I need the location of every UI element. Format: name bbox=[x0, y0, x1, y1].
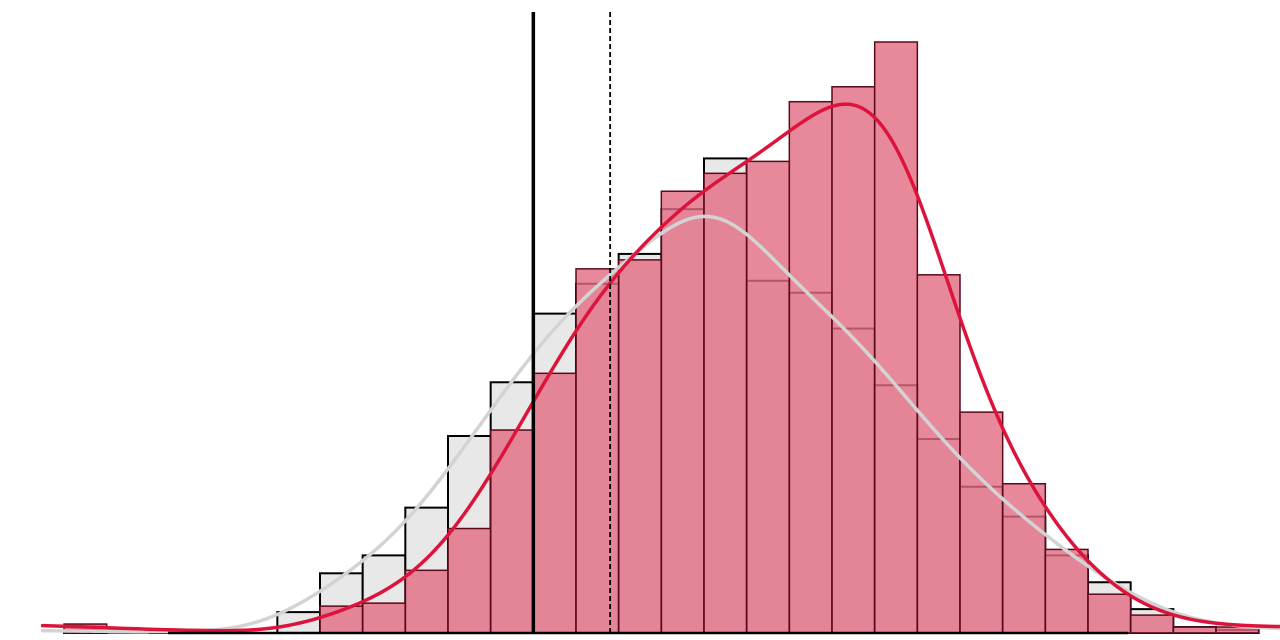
red-bar bbox=[1172, 626, 1217, 634]
red-bars-group bbox=[63, 41, 1260, 634]
density-curves-group bbox=[40, 102, 1280, 634]
red-bar bbox=[831, 86, 876, 634]
red-bar bbox=[1001, 483, 1047, 634]
red-bar bbox=[532, 372, 577, 634]
red-bar bbox=[447, 527, 492, 634]
red-bar bbox=[873, 41, 919, 634]
red-bar bbox=[788, 100, 833, 634]
red-bar bbox=[617, 259, 663, 634]
red-bar bbox=[1129, 614, 1175, 634]
gray-density-curve bbox=[40, 214, 1280, 634]
red-bar bbox=[745, 160, 791, 634]
red-bar bbox=[575, 268, 620, 634]
red-bar bbox=[959, 411, 1004, 634]
red-bar bbox=[660, 190, 705, 634]
reference-lines-group bbox=[531, 12, 612, 633]
red-bar bbox=[1087, 593, 1132, 634]
red-bar bbox=[361, 602, 407, 634]
red-bar bbox=[916, 274, 961, 634]
red-density-curve bbox=[40, 102, 1280, 633]
red-bar bbox=[404, 569, 449, 634]
red-bar bbox=[703, 172, 748, 634]
